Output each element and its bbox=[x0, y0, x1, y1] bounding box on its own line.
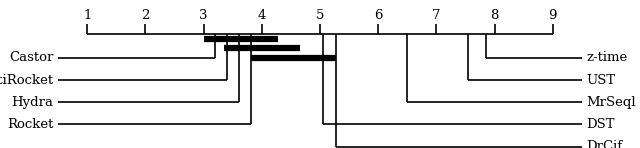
Text: MultiRocket: MultiRocket bbox=[0, 74, 54, 87]
Text: 9: 9 bbox=[548, 9, 557, 21]
Text: 5: 5 bbox=[316, 9, 324, 21]
Text: Rocket: Rocket bbox=[7, 118, 54, 131]
Text: DrCif: DrCif bbox=[586, 140, 623, 148]
Text: 7: 7 bbox=[432, 9, 440, 21]
Text: Hydra: Hydra bbox=[12, 96, 54, 109]
Text: 6: 6 bbox=[374, 9, 383, 21]
Text: z-time: z-time bbox=[586, 51, 628, 64]
Text: 4: 4 bbox=[258, 9, 266, 21]
Text: MrSeql: MrSeql bbox=[586, 96, 636, 109]
Text: DST: DST bbox=[586, 118, 615, 131]
Text: UST: UST bbox=[586, 74, 616, 87]
Text: Castor: Castor bbox=[9, 51, 54, 64]
Text: 2: 2 bbox=[141, 9, 150, 21]
Text: 8: 8 bbox=[490, 9, 499, 21]
Text: 1: 1 bbox=[83, 9, 92, 21]
Text: 3: 3 bbox=[200, 9, 208, 21]
